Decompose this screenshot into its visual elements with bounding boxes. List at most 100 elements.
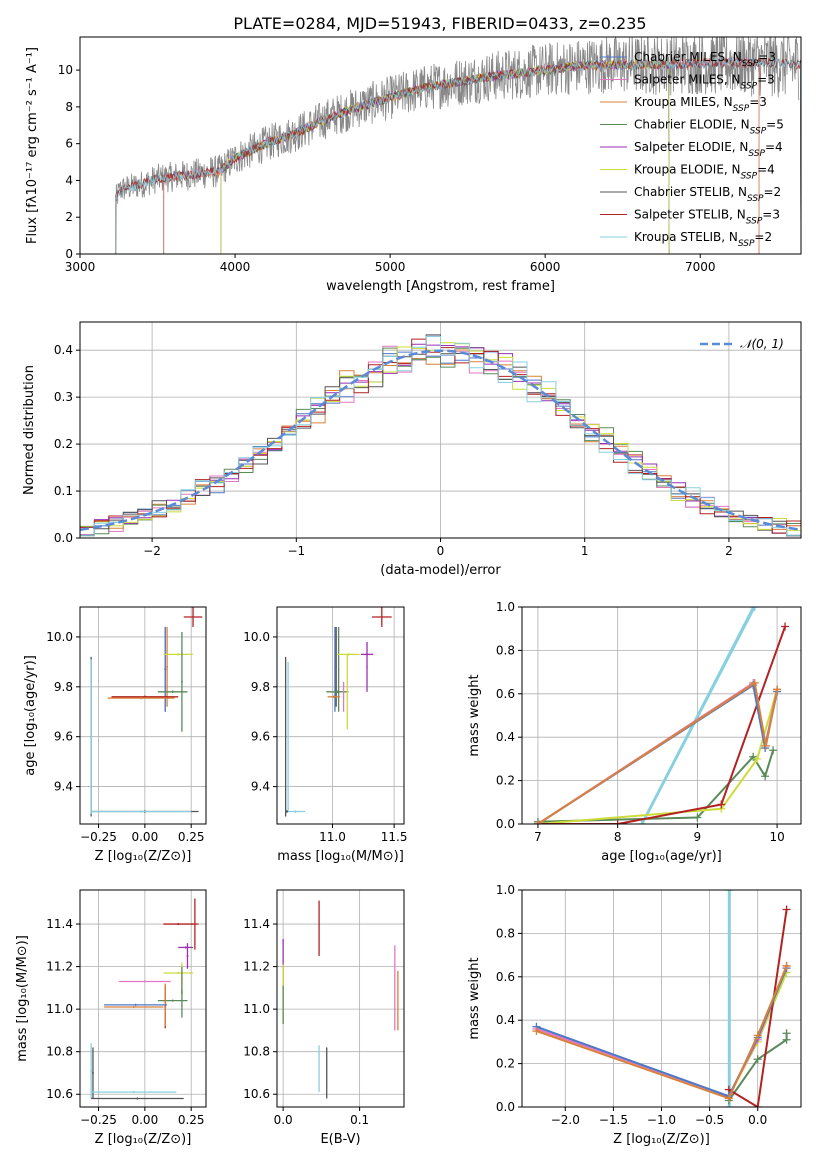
residuals-ytick-label: 0.0 [54, 531, 73, 545]
weight-vs-age-xtick-label: 9 [694, 830, 702, 844]
age-vs-mass-point-13 [285, 810, 306, 813]
age-vs-mass-point-10 [342, 681, 345, 712]
spectrum-xtick-label: 7000 [685, 260, 716, 274]
age-vs-mass-ytick-label: 9.8 [251, 680, 270, 694]
weight-vs-age-ytick-label: 0.2 [496, 774, 515, 788]
residuals-ytick-label: 0.2 [54, 437, 73, 451]
age-vs-mass-ytick-label: 9.4 [251, 780, 270, 794]
age-vs-mass-ytick-label: 9.6 [251, 730, 270, 744]
age-vs-Z-ytick-label: 9.8 [54, 680, 73, 694]
age-vs-mass-xtick-label: 11.0 [319, 830, 346, 844]
age-vs-Z-point-0 [183, 607, 203, 627]
mass-vs-Z-point-14 [92, 1047, 94, 1099]
mass-vs-Z-plot-area [90, 898, 199, 1100]
mass-vs-Z-xlabel: Z [log₁₀(Z/Z⊙)] [95, 1132, 192, 1147]
mass-vs-Z-point-4 [163, 971, 194, 975]
weight-vs-age-marker-1-1 [750, 607, 759, 611]
weight-vs-age-marker-7-3 [773, 685, 782, 694]
weight-vs-age-xlabel: age [log₁₀(age/yr)] [601, 849, 722, 864]
age-vs-Z-ylabel: age [log₁₀(age/yr)] [23, 655, 38, 776]
weight-vs-Z-marker-2-1 [753, 1055, 762, 1064]
weight-vs-Z-marker-7-1 [724, 1094, 733, 1103]
mass-vs-ebv-axes: 0.0 0.1 10.6 10.8 11.0 11.2 11.4 E(B-V) [243, 889, 405, 1147]
mass-vs-ebv-point-4 [394, 945, 396, 1031]
mass-vs-Z-point-10 [118, 980, 171, 983]
mass-vs-Z-xtick-label: 0.00 [131, 1113, 158, 1127]
mass-vs-Z-axes: −0.25 0.00 0.25 10.6 10.8 11.0 11.2 11.4 Z [log₁… [15, 889, 207, 1147]
weight-vs-age-ytick-label: 0.0 [496, 817, 515, 831]
weight-vs-age-ylabel: mass weight [467, 674, 482, 756]
age-vs-mass-axes: 11.0 11.5 9.4 9.6 9.8 10.0 mass [log₁₀(M/M⊙)] [243, 606, 407, 864]
spectrum-plot-area [114, 37, 801, 254]
weight-vs-Z-marker-2-3 [782, 1029, 791, 1038]
weight-vs-Z-ylabel: mass weight [467, 957, 482, 1039]
mass-vs-Z-point-16 [91, 1097, 184, 1100]
residuals-legend: 𝒩(0, 1) [700, 337, 784, 351]
spectrum-xtick-label: 4000 [220, 260, 251, 274]
mass-vs-Z-ytick-label: 11.0 [46, 1002, 73, 1016]
spectrum-frame [79, 36, 802, 255]
age-vs-Z-xlabel: Z [log₁₀(Z/Z⊙)] [95, 849, 192, 864]
spectrum-title: PLATE=0284, MJD=51943, FIBERID=0433, z=0… [233, 14, 646, 33]
mass-vs-Z-point-6 [180, 966, 183, 1018]
weight-vs-Z-ytick-label: 0.4 [496, 1013, 515, 1027]
weight-vs-Z-ytick-label: 0.6 [496, 970, 515, 984]
mass-vs-ebv-point-3 [282, 985, 284, 1025]
spectrum-xtick-label: 6000 [530, 260, 561, 274]
weight-vs-Z-series-7 [536, 965, 788, 1100]
weight-vs-age-ytick-label: 0.6 [496, 687, 515, 701]
model-spectrum-6 [115, 57, 801, 254]
mass-vs-Z-point-7 [157, 999, 188, 1002]
weight-vs-Z-marker-1-0 [725, 1103, 734, 1107]
weight-vs-age-marker-7-0 [533, 820, 542, 824]
model-spectrum-8 [115, 57, 801, 254]
age-vs-mass-point-14 [285, 810, 289, 813]
spectrum-xtick-label: 3000 [65, 260, 96, 274]
weight-vs-age-marker-4-3 [781, 622, 790, 631]
weight-vs-Z-xtick-label: −1.0 [647, 1113, 676, 1127]
age-vs-Z-ytick-label: 9.6 [54, 730, 73, 744]
age-vs-mass-point-9 [327, 695, 340, 699]
spectrum-ytick-label: 2 [65, 210, 73, 224]
residuals-plot-area [80, 334, 801, 538]
weight-vs-age-plot-area [533, 607, 790, 824]
weight-vs-age-ytick-label: 0.8 [496, 643, 515, 657]
mass-vs-ebv-point-0 [318, 900, 320, 956]
weight-vs-Z-ytick-label: 0.2 [496, 1057, 515, 1071]
residuals-ytick-label: 0.4 [54, 343, 73, 357]
mass-vs-ebv-xlabel: E(B-V) [320, 1132, 360, 1147]
weight-vs-Z-marker-4-2 [782, 905, 791, 914]
age-vs-mass-point-3 [338, 626, 340, 712]
mass-vs-Z-point-12 [104, 1005, 164, 1009]
age-vs-mass-plot-area [284, 607, 392, 817]
spectrum-ylabel: Flux [fλ10⁻¹⁷ erg cm⁻² s⁻¹ A⁻¹] [25, 47, 40, 244]
residuals-xtick-label: 2 [725, 544, 733, 558]
mass-vs-Z-ylabel: mass [log₁₀(M/M⊙)] [15, 935, 30, 1062]
weight-vs-age-marker-1-0 [638, 820, 647, 824]
age-vs-Z-point-12 [91, 810, 192, 813]
weight-vs-age-marker-2-3 [761, 772, 770, 781]
weight-vs-Z-xtick-label: −2.0 [551, 1113, 580, 1127]
mass-vs-Z-frame [79, 889, 207, 1108]
weight-vs-age-marker-4-1 [613, 820, 622, 824]
age-vs-Z-ytick-label: 9.4 [54, 780, 73, 794]
residuals-ytick-label: 0.3 [54, 390, 73, 404]
residuals-xtick-label: 1 [581, 544, 589, 558]
weight-vs-age-marker-7-2 [761, 741, 770, 750]
spectrum-ytick-label: 4 [65, 173, 73, 187]
weight-vs-age-xtick-label: 8 [614, 830, 622, 844]
weight-vs-age-series-7 [537, 681, 779, 824]
mass-vs-Z-point-13 [90, 1043, 93, 1099]
mass-vs-Z-ytick-label: 10.6 [46, 1087, 73, 1101]
weight-vs-age-xtick-label: 10 [769, 830, 784, 844]
weight-vs-Z-plot-area [532, 890, 791, 1107]
age-vs-Z-point-5 [180, 631, 183, 732]
weight-vs-Z-marker-7-2 [753, 1031, 762, 1040]
age-vs-mass-point-1 [334, 626, 336, 712]
mass-vs-Z-point-2 [178, 946, 194, 949]
age-vs-Z-point-8 [107, 696, 175, 700]
weight-vs-Z-marker-7-0 [532, 1027, 541, 1036]
weight-vs-age-ytick-label: 1.0 [496, 600, 515, 614]
weight-vs-Z-marker-4-1 [753, 1103, 762, 1107]
